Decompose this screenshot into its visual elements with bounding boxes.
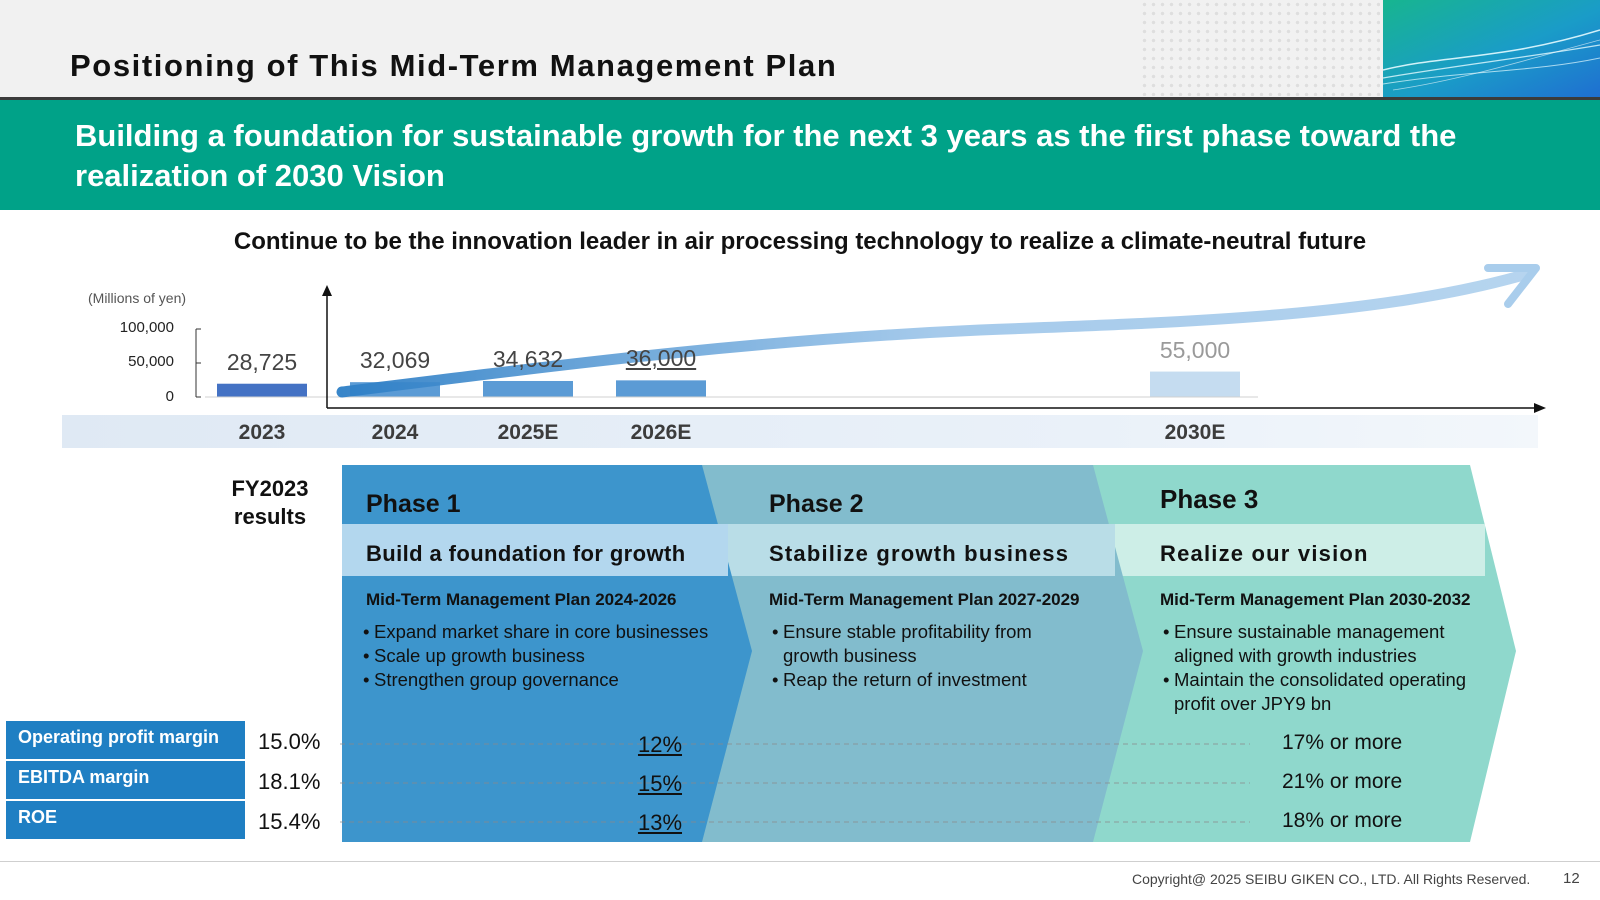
list-item: Expand market share in core businesses xyxy=(363,620,748,644)
list-item: Strengthen group governance xyxy=(363,668,748,692)
bar-2023 xyxy=(217,383,307,397)
headline-banner-text: Building a foundation for sustainable gr… xyxy=(75,118,1457,193)
bar-2026e xyxy=(616,380,706,397)
x-tick-label: 2023 xyxy=(238,421,286,444)
page-number: 12 xyxy=(1563,870,1580,887)
list-item: Maintain the consolidated operating prof… xyxy=(1163,668,1508,716)
bar-value-label: 36,000 xyxy=(625,345,697,372)
kpi-fy2023-value: 18.1% xyxy=(258,769,321,794)
kpi-label-ebitda-margin: EBITDA margin xyxy=(6,761,245,799)
kpi-phase3-target: 17% or more xyxy=(1282,731,1403,754)
list-item: Reap the return of investment xyxy=(772,668,1072,692)
phase-2-subtitle: Stabilize growth business xyxy=(769,541,1070,566)
phase-3-subtitle-band xyxy=(1100,524,1485,576)
kpi-label-roe: ROE xyxy=(6,801,245,839)
x-tick-label: 2024 xyxy=(371,421,419,444)
fy2023-results-label: FY2023 results xyxy=(231,476,309,529)
y-tick-label: 0 xyxy=(165,388,174,405)
kpi-phase1-target: 12% xyxy=(637,732,683,757)
phase-1-title: Phase 1 xyxy=(366,490,461,518)
phase-1-plan-name: Mid-Term Management Plan 2024-2026 xyxy=(366,590,677,609)
phase-2-plan-name: Mid-Term Management Plan 2027-2029 xyxy=(769,590,1080,609)
bar-2030e xyxy=(1150,371,1240,397)
kpi-phase1-target: 13% xyxy=(637,810,683,835)
headline-banner xyxy=(0,100,1600,210)
x-tick-label: 2026E xyxy=(630,421,692,444)
phase-1-bullets: Expand market share in core businesses S… xyxy=(363,620,748,692)
x-tick-label: 2030E xyxy=(1164,421,1226,444)
phase-2-subtitle-band xyxy=(715,524,1115,576)
phase-1-subtitle: Build a foundation for growth xyxy=(366,541,686,566)
y-tick-label: 100,000 xyxy=(119,319,174,336)
kpi-label-operating-profit-margin: Operating profit margin xyxy=(6,721,245,759)
phase-3-subtitle: Realize our vision xyxy=(1160,541,1369,566)
kpi-fy2023-value: 15.0% xyxy=(258,729,321,754)
page-title: Positioning of This Mid-Term Management … xyxy=(70,48,838,83)
kpi-phase1-target: 15% xyxy=(637,771,683,796)
year-axis-band xyxy=(62,415,1538,448)
bar-2025e xyxy=(483,380,573,397)
list-item: Scale up growth business xyxy=(363,644,748,668)
phase-3-title: Phase 3 xyxy=(1160,484,1259,514)
footer-divider xyxy=(0,861,1600,862)
x-tick-label: 2025E xyxy=(497,421,559,444)
list-item: Ensure sustainable management aligned wi… xyxy=(1163,620,1508,668)
kpi-phase3-target: 18% or more xyxy=(1282,809,1403,832)
vision-statement: Continue to be the innovation leader in … xyxy=(233,228,1367,255)
bar-value-label: 32,069 xyxy=(359,347,431,374)
kpi-fy2023-value: 15.4% xyxy=(258,809,321,834)
kpi-phase3-target: 21% or more xyxy=(1282,770,1403,793)
list-item: Ensure stable profitability from growth … xyxy=(772,620,1072,668)
dot-pattern-decoration xyxy=(1140,0,1380,96)
revenue-chart xyxy=(195,264,1546,413)
growth-trend-arrowhead xyxy=(1484,264,1540,308)
wave-decoration-graphic xyxy=(1383,0,1600,97)
copyright-text: Copyright@ 2025 SEIBU GIKEN CO., LTD. Al… xyxy=(1132,871,1531,887)
x-axis-arrowhead xyxy=(1534,403,1546,413)
phase-2-title: Phase 2 xyxy=(769,490,864,518)
growth-trend-arrow xyxy=(336,264,1537,398)
y-axis-arrowhead xyxy=(322,285,332,296)
bar-value-label: 28,725 xyxy=(226,348,298,375)
phase-1-subtitle-band xyxy=(342,524,728,576)
bar-value-label: 34,632 xyxy=(492,345,564,372)
phase-2-bullets: Ensure stable profitability from growth … xyxy=(772,620,1072,692)
y-tick-label: 50,000 xyxy=(128,353,174,370)
phase-3-bullets: Ensure sustainable management aligned wi… xyxy=(1163,620,1508,716)
bar-value-label: 55,000 xyxy=(1159,336,1231,363)
phase-3-plan-name: Mid-Term Management Plan 2030-2032 xyxy=(1160,590,1471,609)
header-divider xyxy=(0,97,1600,100)
chart-unit-label: (Millions of yen) xyxy=(88,290,187,306)
